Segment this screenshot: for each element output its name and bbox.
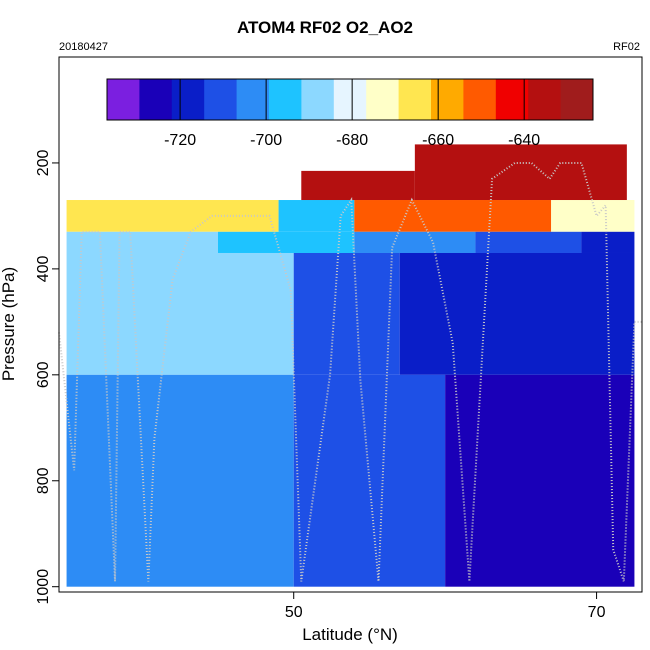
heatmap-cell-0-7: [354, 231, 476, 253]
heatmap-cell-0-3: [354, 200, 552, 232]
heatmap-cell-0-11: [293, 252, 400, 375]
colorbar-tick-label-4: -640: [508, 132, 540, 149]
colorbar-swatch-5: [269, 79, 302, 120]
y-tick-label-2: 600: [35, 361, 52, 388]
colorbar-swatch-13: [528, 79, 562, 120]
y-tick-label-1: 400: [35, 255, 52, 282]
heatmap-cell-0-8: [475, 231, 582, 253]
y-tick-label-3: 800: [35, 467, 52, 494]
heatmap-cell-0-13: [66, 374, 294, 587]
colorbar-tick-label-0: -720: [164, 132, 196, 149]
flight-label: RF02: [613, 41, 640, 53]
colorbar-tick-label-2: -680: [336, 132, 368, 149]
colorbar-swatch-3: [204, 79, 238, 120]
y-axis-label: Pressure (hPa): [0, 267, 18, 381]
colorbar-swatch-6: [301, 79, 335, 120]
x-tick-label-1: 70: [588, 604, 606, 621]
heatmap-cell-0-10: [66, 252, 294, 375]
flight-profile-0: [58, 161, 642, 582]
heatmap-cell-0-0: [66, 200, 218, 232]
colorbar-swatch-2: [171, 79, 205, 120]
colorbar-swatch-8: [366, 79, 400, 120]
colorbar-swatch-12: [495, 79, 529, 120]
heatmap-cell-0-15: [445, 374, 635, 587]
x-axis-label: Latitude (°N): [302, 625, 398, 644]
heatmap-cell-0-5: [66, 231, 218, 253]
colorbar-swatch-1: [139, 79, 173, 120]
colorbar-swatch-9: [398, 79, 432, 120]
plot-frame: [58, 56, 643, 593]
heatmap-cell-0-6: [218, 231, 355, 253]
colorbar-swatch-4: [236, 79, 270, 120]
heatmap-cell-0-12: [399, 252, 635, 375]
date-label: 20180427: [59, 41, 108, 53]
y-tick-label-4: 1000: [35, 569, 52, 605]
x-axis-ticks: 50 70: [285, 592, 606, 621]
chart-title: ATOM4 RF02 O2_AO2: [236, 18, 414, 37]
colorbar-swatch-14: [560, 79, 594, 120]
colorbar-swatch-10: [431, 79, 464, 120]
x-tick-label-0: 50: [285, 604, 303, 621]
heatmap-cell-0-4: [551, 200, 635, 232]
colorbar-swatch-11: [463, 79, 497, 120]
heatmap-cell-0-16: [301, 170, 415, 201]
colorbar-tick-label-1: -700: [250, 132, 282, 149]
heatmap-cell-0-2: [278, 200, 355, 232]
colorbar-tick-label-3: -660: [422, 132, 454, 149]
y-tick-label-0: 200: [35, 149, 52, 176]
heatmap-cell-0-14: [293, 374, 446, 587]
heatmap-cell-0-17: [414, 144, 627, 201]
colorbar-swatch-0: [107, 79, 140, 120]
y-axis-ticks: 200 400 600 800 1000: [35, 149, 59, 604]
colorbar-swatch-7: [333, 79, 367, 120]
colorbar: -720 -700 -680 -660 -640: [106, 78, 594, 149]
heatmap-cells: [66, 144, 635, 587]
flight-profiles: [58, 161, 642, 582]
heatmap-cell-0-9: [581, 231, 635, 253]
colorbar-frame: [106, 78, 594, 121]
